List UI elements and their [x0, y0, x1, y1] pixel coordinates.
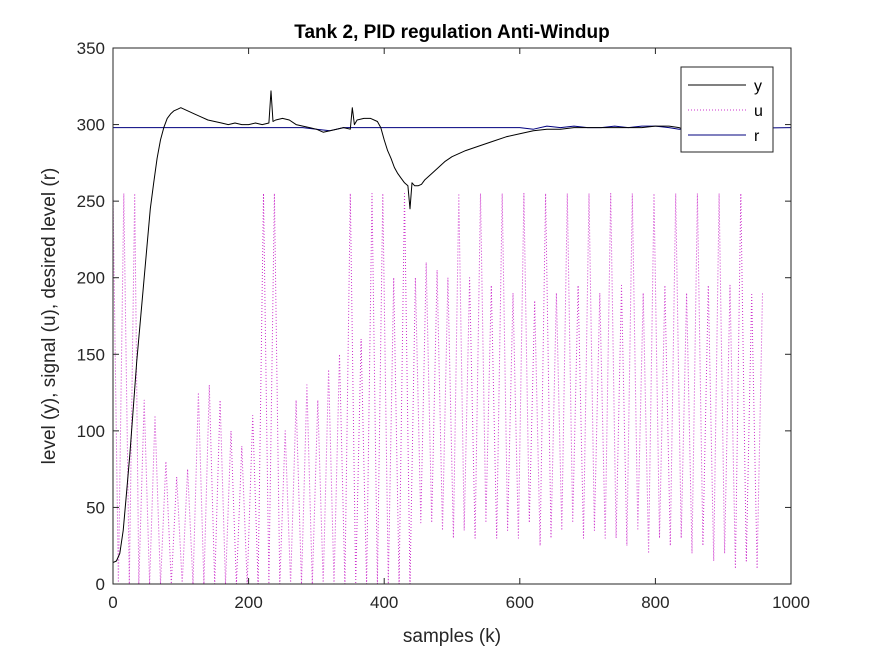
series-layer	[112, 90, 792, 585]
legend-label-y: y	[754, 78, 762, 95]
x-axis-label: samples (k)	[403, 626, 501, 647]
y-tick-label: 100	[77, 422, 105, 441]
legend: y u r	[680, 66, 774, 153]
x-tick-label: 0	[108, 593, 117, 612]
y-tick-label: 0	[96, 575, 105, 594]
x-tick-label: 600	[506, 593, 534, 612]
y-tick-label: 150	[77, 345, 105, 364]
y-tick-label: 200	[77, 269, 105, 288]
y-axis-label: level (y), signal (u), desired level (r)	[39, 168, 60, 465]
ticks-layer: 0 200 400 600 800 1000 0 50 100 150 200 250 300 350	[77, 39, 810, 612]
legend-label-u: u	[754, 103, 763, 120]
y-tick-label: 350	[77, 39, 105, 58]
y-tick-label: 50	[86, 498, 105, 517]
y-tick-label: 300	[77, 116, 105, 135]
x-tick-label: 400	[370, 593, 398, 612]
y-tick-label: 250	[77, 192, 105, 211]
chart-title: Tank 2, PID regulation Anti-Windup	[294, 22, 609, 43]
x-tick-label: 1000	[772, 593, 810, 612]
x-tick-label: 800	[641, 593, 669, 612]
x-tick-label: 200	[234, 593, 262, 612]
series-line-y	[112, 90, 683, 564]
legend-label-r: r	[754, 128, 760, 145]
plot-frame	[112, 47, 792, 585]
